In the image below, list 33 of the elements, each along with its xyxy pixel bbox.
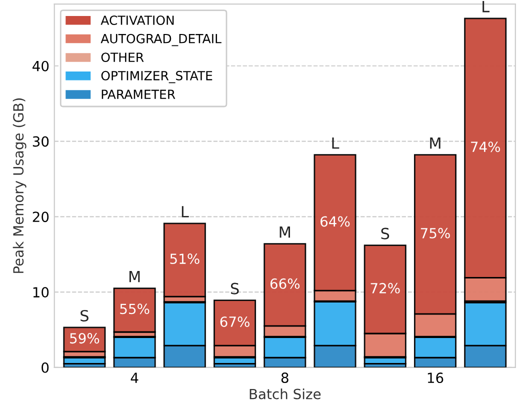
y-tick-label: 0 (42, 362, 49, 373)
annotation: S (80, 310, 88, 322)
annotation: 74% (471, 142, 500, 152)
y-tick-label: 10 (33, 287, 49, 298)
annotation: 72% (370, 282, 400, 294)
annotation: 55% (120, 304, 150, 314)
legend-label: ACTIVATION (100, 16, 174, 25)
y-axis-title: Peak Memory Usage (GB) (12, 98, 26, 273)
annotation: L (182, 206, 189, 218)
y-tick-label: 20 (32, 212, 49, 222)
x-tick-label: 8 (281, 372, 288, 384)
annotation: L (482, 1, 490, 12)
x-tick-label: 16 (428, 372, 444, 384)
annotation: M (280, 226, 290, 238)
x-tick-label: 4 (130, 372, 138, 383)
annotation: 64% (320, 216, 350, 227)
legend-label: OTHER (101, 52, 144, 62)
legend-label: AUTOGRAD_DETAIL (100, 34, 222, 46)
y-tick-label: 40 (32, 60, 49, 72)
annotation: 59% (70, 333, 100, 344)
annotation: L (332, 138, 340, 149)
annotation: 75% (420, 228, 450, 238)
annotation: S (230, 282, 239, 294)
legend-label: PARAMETER (102, 90, 176, 99)
annotation: 51% (170, 254, 200, 264)
annotation: M (129, 270, 140, 282)
annotation: S (381, 228, 390, 240)
annotation: 67% (220, 316, 250, 327)
legend-label: OPTIMIZER_STATE (101, 70, 212, 84)
annotation: 66% (270, 278, 300, 289)
y-tick-label: 30 (32, 136, 49, 147)
x-axis-title: Batch Size (250, 388, 321, 400)
annotation: M (430, 138, 440, 149)
